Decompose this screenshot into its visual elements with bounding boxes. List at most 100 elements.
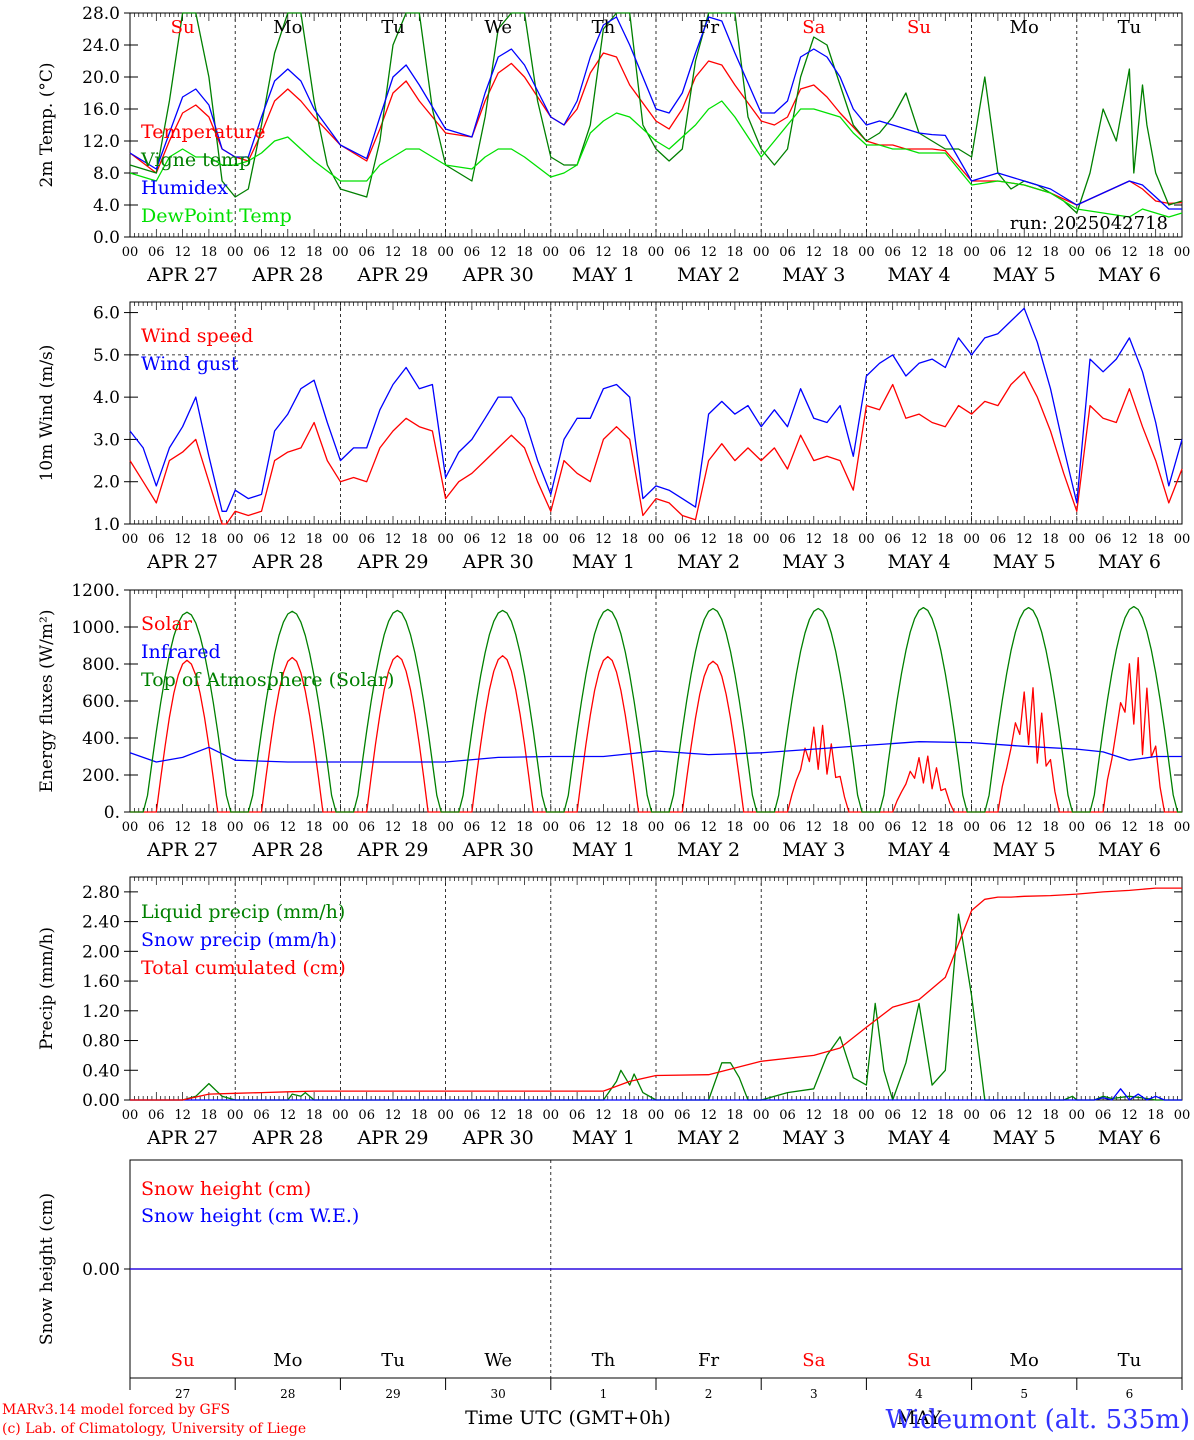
legend-entry: Humidex <box>141 177 228 199</box>
location-title: Wideumont (alt. 535m) <box>886 1405 1190 1435</box>
x-tick-label: 00 <box>1174 245 1191 260</box>
x-tick-label: 18 <box>516 245 533 260</box>
y-tick-label: 2.40 <box>82 913 120 933</box>
x-tick-label: 00 <box>227 245 244 260</box>
date-label: APR 27 <box>146 839 218 861</box>
x-tick-label: 12 <box>911 1108 928 1123</box>
y-tick-label: 0.40 <box>82 1061 120 1081</box>
date-label: MAY 5 <box>993 839 1056 861</box>
day-number-label: 29 <box>385 1387 400 1401</box>
date-label: MAY 5 <box>993 1127 1056 1149</box>
x-tick-label: 12 <box>700 245 717 260</box>
y-tick-label: 1.0 <box>93 515 120 535</box>
x-tick-label: 06 <box>148 245 165 260</box>
y-tick-label: 12.0 <box>82 132 120 152</box>
day-name-label: Th <box>592 1350 616 1371</box>
y-tick-label: 0. <box>104 803 120 823</box>
date-label: MAY 4 <box>887 839 950 861</box>
legend-entry: Total cumulated (cm) <box>141 957 346 979</box>
date-label: MAY 5 <box>993 264 1056 286</box>
date-label: APR 28 <box>251 551 323 573</box>
x-tick-label: 06 <box>1095 1108 1112 1123</box>
x-tick-label: 06 <box>253 1108 270 1123</box>
x-tick-label: 18 <box>832 245 849 260</box>
x-tick-label: 06 <box>464 532 481 547</box>
x-tick-label: 12 <box>280 1108 297 1123</box>
x-tick-label: 00 <box>1069 1108 1086 1123</box>
legend-entry: Wind gust <box>141 353 239 375</box>
x-tick-label: 18 <box>201 1108 218 1123</box>
x-tick-label: 18 <box>1042 1108 1059 1123</box>
x-tick-label: 06 <box>148 820 165 835</box>
x-tick-label: 12 <box>700 532 717 547</box>
day-name-label: Su <box>907 1350 931 1371</box>
legend-entry: Top of Atmosphere (Solar) <box>141 669 394 691</box>
x-tick-label: 00 <box>543 532 560 547</box>
y-axis-title: Precip (mm/h) <box>37 927 57 1050</box>
x-tick-label: 18 <box>516 820 533 835</box>
x-tick-label: 06 <box>1095 245 1112 260</box>
x-tick-label: 18 <box>411 1108 428 1123</box>
x-tick-label: 18 <box>306 245 323 260</box>
x-tick-label: 18 <box>411 532 428 547</box>
y-tick-label: 2.0 <box>93 473 120 493</box>
x-tick-label: 06 <box>674 245 691 260</box>
date-label: MAY 2 <box>677 551 740 573</box>
day-name-label: We <box>484 17 512 38</box>
x-tick-label: 00 <box>648 1108 665 1123</box>
x-tick-label: 12 <box>1016 245 1033 260</box>
y-tick-label: 800. <box>82 655 120 675</box>
x-tick-label: 06 <box>148 532 165 547</box>
x-tick-label: 00 <box>332 532 349 547</box>
date-label: MAY 2 <box>677 839 740 861</box>
x-tick-label: 12 <box>1016 532 1033 547</box>
date-label: APR 27 <box>146 264 218 286</box>
x-tick-label: 18 <box>727 245 744 260</box>
date-label: MAY 1 <box>572 264 635 286</box>
day-name-label: We <box>484 1350 512 1371</box>
x-tick-label: 12 <box>1016 820 1033 835</box>
x-tick-label: 12 <box>595 1108 612 1123</box>
y-tick-label: 0.00 <box>82 1091 120 1111</box>
x-tick-label: 06 <box>358 1108 375 1123</box>
x-tick-label: 06 <box>569 245 586 260</box>
x-tick-label: 06 <box>253 245 270 260</box>
legend-entry: Temperature <box>141 121 265 143</box>
x-tick-label: 18 <box>306 1108 323 1123</box>
day-number-label: 1 <box>600 1387 608 1401</box>
x-tick-label: 00 <box>753 820 770 835</box>
x-tick-label: 00 <box>437 532 454 547</box>
x-tick-label: 00 <box>858 245 875 260</box>
x-tick-label: 18 <box>621 820 638 835</box>
x-tick-label: 00 <box>1069 245 1086 260</box>
date-label: MAY 4 <box>887 1127 950 1149</box>
y-tick-label: 1.20 <box>82 1002 120 1022</box>
x-tick-label: 12 <box>1121 1108 1138 1123</box>
x-tick-label: 00 <box>753 245 770 260</box>
date-label: MAY 6 <box>1098 551 1161 573</box>
x-tick-label: 12 <box>490 245 507 260</box>
x-tick-label: 06 <box>884 820 901 835</box>
day-name-label: Mo <box>1010 17 1039 38</box>
day-name-label: Mo <box>273 17 302 38</box>
x-tick-label: 18 <box>832 1108 849 1123</box>
date-label: MAY 2 <box>677 264 740 286</box>
x-tick-label: 06 <box>253 820 270 835</box>
y-tick-label: 0.0 <box>93 228 120 248</box>
x-tick-label: 18 <box>621 245 638 260</box>
x-tick-label: 12 <box>174 532 191 547</box>
x-tick-label: 18 <box>937 820 954 835</box>
day-name-label: Fr <box>698 1350 719 1371</box>
date-label: MAY 4 <box>887 264 950 286</box>
x-tick-label: 18 <box>1147 820 1164 835</box>
date-label: APR 29 <box>356 264 428 286</box>
x-tick-label: 18 <box>621 532 638 547</box>
x-tick-label: 12 <box>490 1108 507 1123</box>
x-tick-label: 00 <box>753 532 770 547</box>
series-line-wind-speed <box>129 371 1183 525</box>
date-label: MAY 3 <box>782 264 845 286</box>
x-tick-label: 12 <box>700 820 717 835</box>
date-label: APR 27 <box>146 1127 218 1149</box>
x-tick-label: 18 <box>516 1108 533 1123</box>
